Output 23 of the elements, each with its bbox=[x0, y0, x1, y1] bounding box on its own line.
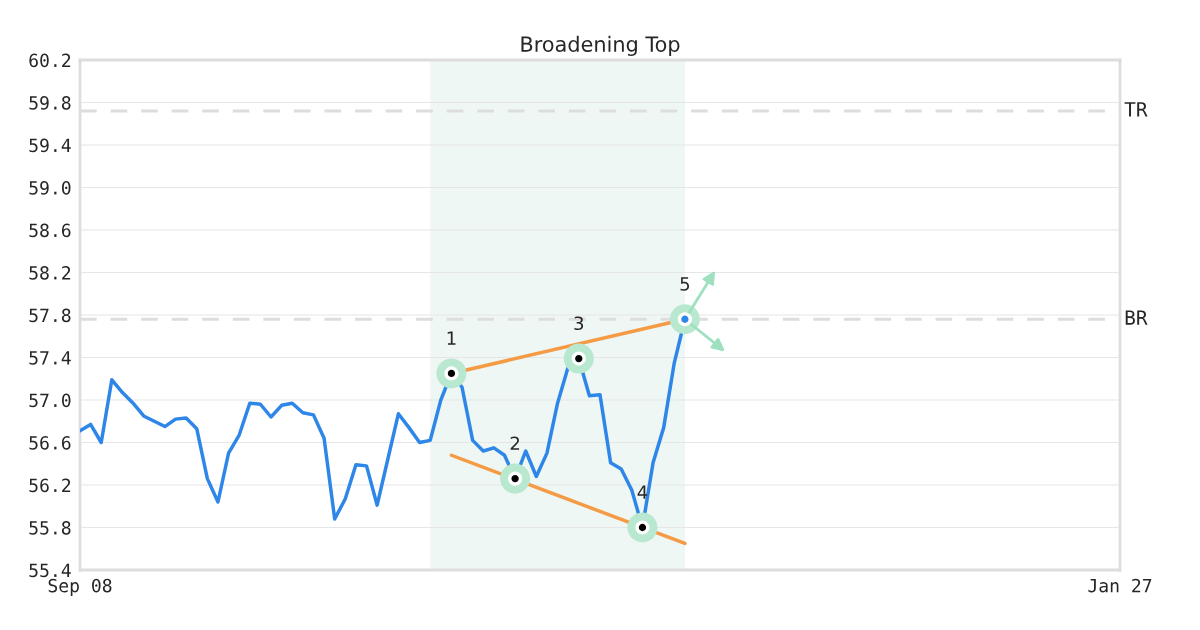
y-tick-label: 55.8 bbox=[29, 521, 71, 535]
y-tick-label: 57.4 bbox=[29, 351, 71, 365]
y-tick-label: 55.4 bbox=[29, 563, 71, 578]
y-tick-label: 58.2 bbox=[29, 266, 71, 280]
y-tick-label: 59.0 bbox=[29, 181, 71, 195]
ref-line-label: TR bbox=[1124, 102, 1148, 117]
y-tick-label: 60.2 bbox=[29, 53, 71, 68]
y-tick-label: 56.2 bbox=[29, 478, 71, 493]
annotation: 2 bbox=[510, 436, 520, 450]
y-tick-label: 58.6 bbox=[29, 223, 71, 238]
ref-line-label: BR bbox=[1125, 310, 1148, 325]
y-tick-label: 59.8 bbox=[29, 96, 71, 110]
annotation: 1 bbox=[447, 331, 456, 345]
annotation: 5 bbox=[680, 277, 690, 291]
chart-title: Broadening Top bbox=[521, 35, 680, 56]
annotation: 3 bbox=[574, 316, 584, 331]
x-tick-label: Sep 08 bbox=[48, 578, 112, 596]
y-tick-label: 57.8 bbox=[29, 308, 71, 323]
y-tick-label: 56.6 bbox=[29, 436, 71, 450]
y-tick-label: 57.0 bbox=[29, 393, 71, 408]
x-tick-label: Jan 27 bbox=[1088, 578, 1152, 593]
annotation: 4 bbox=[637, 485, 648, 499]
y-tick-label: 59.4 bbox=[29, 138, 71, 153]
